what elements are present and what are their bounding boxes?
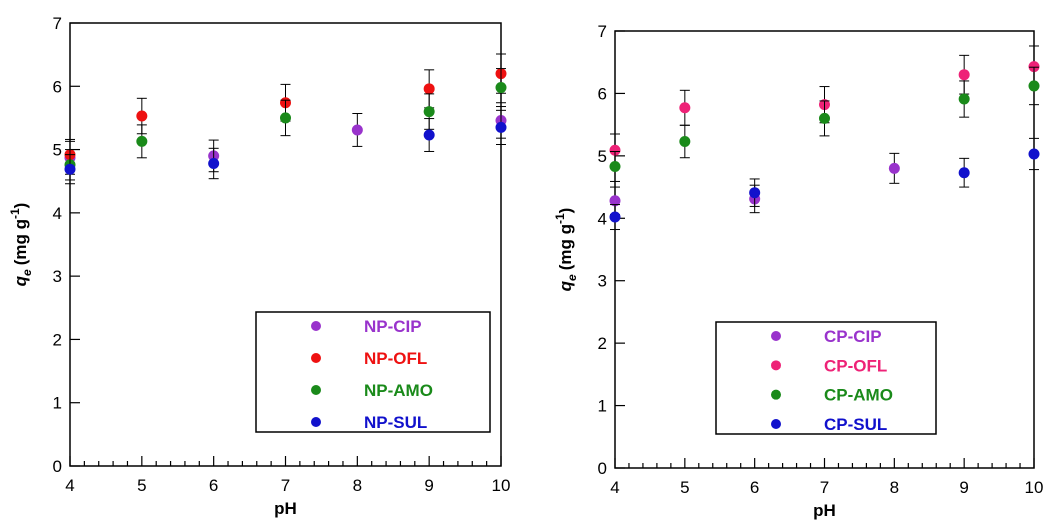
data-point (423, 83, 435, 95)
y-axis-title-subscript: e (20, 269, 34, 276)
legend-box (715, 321, 937, 435)
x-tick-label: 4 (610, 478, 619, 497)
y-tick-label: 5 (53, 141, 62, 160)
data-point (679, 102, 691, 114)
x-tick-label: 6 (750, 478, 759, 497)
data-point (136, 135, 148, 147)
y-axis-title-units: (mg g (11, 219, 30, 265)
data-point (609, 211, 621, 223)
data-point (749, 187, 761, 199)
y-axis-title-superscript: -1 (553, 213, 567, 224)
y-axis-title-subscript: e (565, 274, 579, 281)
series-cp-sul (609, 137, 1040, 231)
y-tick-label: 7 (598, 22, 607, 41)
y-tick-label: 5 (598, 147, 607, 166)
data-point (819, 112, 830, 124)
data-point (958, 167, 970, 179)
series-np-amo (64, 68, 507, 181)
series-cp-amo (609, 66, 1040, 182)
x-tick-label: 6 (209, 476, 218, 495)
legend-label: NP-AMO (364, 381, 433, 400)
data-point (609, 160, 621, 172)
data-point (64, 163, 76, 175)
data-point (495, 121, 507, 133)
y-axis-title-symbol: q (11, 275, 30, 286)
legend-label: NP-SUL (364, 413, 427, 432)
x-tick-label: 5 (137, 476, 146, 495)
y-axis-title-symbol: q (556, 280, 575, 291)
y-tick-label: 3 (598, 272, 607, 291)
chart-panel-2: 4 5 6 7 8 9 10 0 1 2 3 4 5 6 7 pH qe (mg g-1) CP-CIP CP-OFL… (553, 22, 1043, 520)
y-tick-label: 4 (598, 209, 607, 228)
data-point (423, 106, 435, 118)
data-point (958, 69, 970, 81)
y-tick-label: 1 (53, 394, 62, 413)
y-tick-label: 6 (53, 77, 62, 96)
data-point (208, 157, 220, 169)
y-tick-label: 3 (53, 267, 62, 286)
y-axis-title: qe (mg g-1) (553, 208, 579, 292)
y-tick-label: 0 (598, 459, 607, 478)
x-tick-label: 10 (492, 476, 511, 495)
chart-panel-1: 4 5 6 7 8 9 10 0 1 2 3 4 5 6 7 pH qe (mg g-1) NP-CIP NP-OFL… (8, 14, 510, 518)
y-axis-title: qe (mg g-1) (8, 203, 34, 287)
legend-marker (771, 360, 781, 371)
data-point (609, 195, 621, 207)
legend-box (255, 311, 491, 433)
x-axis-title: pH (274, 499, 297, 518)
y-tick-label: 0 (53, 457, 62, 476)
y-tick-label: 1 (598, 397, 607, 416)
legend: CP-CIP CP-OFL CP-AMO CP-SUL (715, 321, 937, 435)
x-tick-label: 4 (65, 476, 74, 495)
legend-marker (311, 385, 321, 395)
legend-marker (771, 389, 781, 400)
data-point (1028, 148, 1040, 160)
x-tick-label: 9 (424, 476, 433, 495)
y-axis-title-superscript: -1 (8, 208, 22, 219)
y-axis-title-units: (mg g (556, 224, 575, 270)
data-point (609, 144, 621, 156)
legend-marker (311, 417, 321, 427)
legend-label: CP-AMO (824, 386, 893, 405)
y-tick-label: 7 (53, 14, 62, 33)
legend-marker (311, 353, 321, 363)
data-point (1028, 61, 1040, 73)
y-axis-title-close: ) (11, 203, 30, 209)
legend-label: CP-OFL (824, 356, 887, 375)
legend-marker (771, 419, 781, 429)
x-tick-label: 9 (959, 478, 968, 497)
legend-label: NP-CIP (364, 317, 422, 336)
data-point (495, 82, 507, 94)
data-point (351, 124, 363, 136)
x-tick-label: 8 (890, 478, 899, 497)
legend-label: NP-OFL (364, 349, 427, 368)
y-tick-label: 2 (53, 330, 62, 349)
data-point (1028, 80, 1040, 92)
x-tick-label: 7 (281, 476, 290, 495)
x-tick-label: 7 (820, 478, 829, 497)
legend-marker (311, 321, 321, 331)
data-point (136, 110, 148, 122)
y-tick-label: 2 (598, 334, 607, 353)
legend-marker (771, 331, 781, 341)
legend-label: CP-SUL (824, 415, 887, 434)
x-tick-label: 10 (1025, 478, 1043, 497)
series-cp-ofl (609, 45, 1040, 167)
x-axis-title: pH (813, 501, 836, 520)
y-axis-title-close: ) (556, 208, 575, 214)
data-point (423, 129, 435, 141)
legend-label: CP-CIP (824, 327, 882, 346)
data-point (679, 135, 691, 147)
y-tick-label: 6 (598, 84, 607, 103)
y-tick-label: 4 (53, 204, 62, 223)
series-np-sul (64, 109, 507, 185)
data-point (958, 93, 970, 105)
legend: NP-CIP NP-OFL NP-AMO NP-SUL (255, 311, 491, 433)
data-point (888, 162, 900, 174)
x-tick-label: 8 (353, 476, 362, 495)
data-point (280, 112, 291, 124)
x-tick-label: 5 (680, 478, 689, 497)
